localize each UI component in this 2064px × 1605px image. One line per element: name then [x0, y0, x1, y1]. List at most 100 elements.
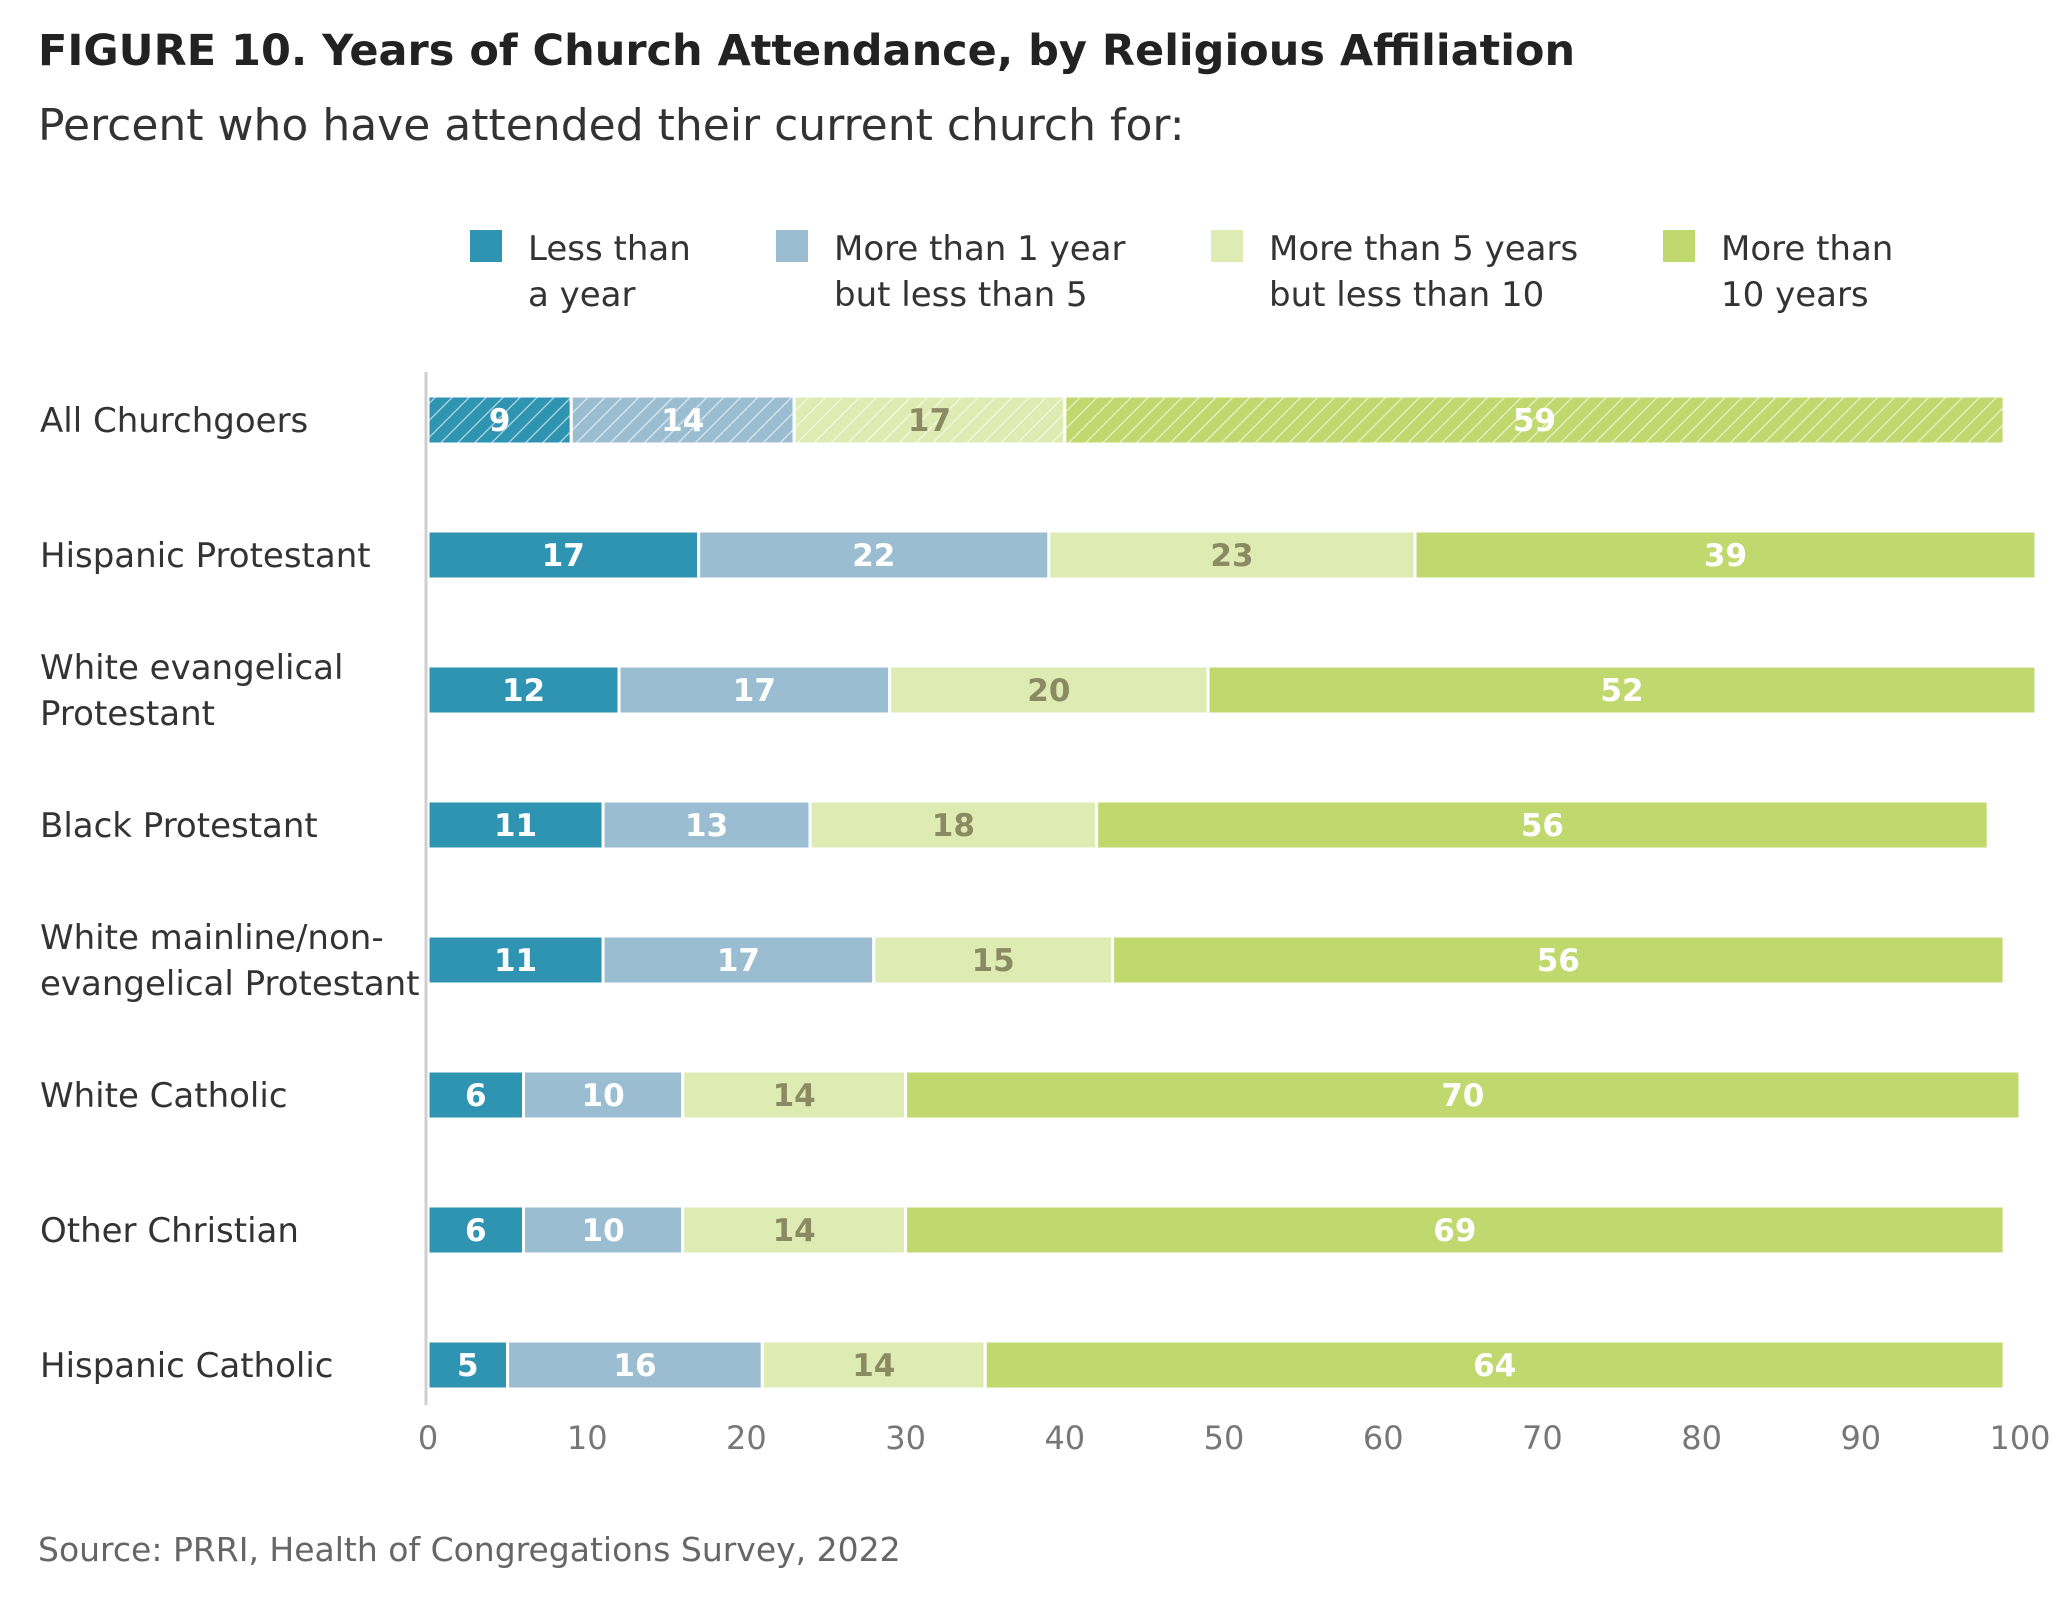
- source-note: Source: PRRI, Health of Congregations Su…: [38, 1530, 901, 1569]
- data-label: 69: [1433, 1213, 1476, 1249]
- data-label: 17: [717, 943, 760, 979]
- bar-segment: [426, 1204, 526, 1256]
- bar-segment: [697, 529, 1051, 581]
- bar-segment: [904, 1204, 2006, 1256]
- bar-row: 11 17 15 56: [426, 934, 2006, 986]
- x-tick-label: 70: [1522, 1419, 1563, 1457]
- chart-title: FIGURE 10. Years of Church Attendance, b…: [38, 26, 1576, 76]
- bar-segment: [1095, 799, 1990, 851]
- bar-row: 6 10 14 69: [426, 1204, 2006, 1256]
- category-label: Hispanic Protestant: [40, 536, 371, 576]
- data-label: 11: [494, 943, 537, 979]
- data-label: 52: [1600, 673, 1643, 709]
- bar-segment: [760, 1339, 987, 1391]
- legend-swatch: [470, 230, 502, 262]
- bar-hatch: [571, 396, 795, 444]
- data-label: 15: [972, 943, 1015, 979]
- bar-segment: [872, 934, 1115, 986]
- data-label: 10: [582, 1213, 625, 1249]
- bar-segment: [617, 664, 892, 716]
- data-label: 6: [465, 1078, 487, 1114]
- legend-swatch: [1211, 230, 1243, 262]
- bar-segment: [983, 1339, 2006, 1391]
- bar-hatch: [428, 396, 572, 444]
- data-label: 13: [685, 808, 728, 844]
- bar-segment: [601, 934, 876, 986]
- bar-segment: [808, 799, 1099, 851]
- x-tick-label: 10: [567, 1419, 608, 1457]
- legend-item: More than 5 years but less than 10: [1211, 229, 1578, 315]
- bar-hatch: [1064, 396, 2005, 444]
- category-label: Other Christian: [40, 1211, 299, 1251]
- data-label: 23: [1210, 538, 1253, 574]
- bar-segment: [522, 1204, 685, 1256]
- x-tick-label: 90: [1840, 1419, 1881, 1457]
- x-tick-label: 20: [726, 1419, 767, 1457]
- data-label: 20: [1027, 673, 1070, 709]
- bar-segment: [1413, 529, 2038, 581]
- category-label: Hispanic Catholic: [40, 1346, 333, 1386]
- bar-segment: [426, 1339, 510, 1391]
- bar-segment: [1206, 664, 2038, 716]
- bar-segment: [1111, 934, 2006, 986]
- data-label: 39: [1704, 538, 1747, 574]
- x-tick-label: 0: [418, 1419, 438, 1457]
- data-label: 59: [1513, 403, 1556, 439]
- x-tick-label: 50: [1204, 1419, 1245, 1457]
- x-tick-label: 100: [1989, 1419, 2050, 1457]
- data-label: 56: [1521, 808, 1564, 844]
- data-label: 14: [661, 403, 704, 439]
- data-label: 14: [852, 1348, 895, 1384]
- bar-segment: [904, 1069, 2022, 1121]
- data-label: 17: [908, 403, 951, 439]
- category-label: Black Protestant: [40, 806, 318, 846]
- legend-item: More than 10 years: [1663, 229, 1893, 315]
- bar-row: 12 17 20 52: [426, 664, 2038, 716]
- category-label: White Catholic: [40, 1076, 288, 1116]
- bar-row: 5 16 14 64: [426, 1339, 2006, 1391]
- data-label: 22: [852, 538, 895, 574]
- data-label: 64: [1473, 1348, 1516, 1384]
- data-label: 18: [932, 808, 975, 844]
- legend-label: More than 1 year but less than 5: [834, 229, 1125, 315]
- legend-swatch: [776, 230, 808, 262]
- x-tick-label: 30: [885, 1419, 926, 1457]
- bar-segment: [681, 1069, 908, 1121]
- legend-label: More than 10 years: [1721, 229, 1893, 315]
- chart-subtitle: Percent who have attended their current …: [38, 100, 1185, 151]
- legend: Less than a year More than 1 year but less …: [470, 229, 1893, 315]
- bar-row: 9 14 17 59: [426, 394, 2006, 446]
- data-label: 12: [502, 673, 545, 709]
- bar-segment: [426, 799, 605, 851]
- data-label: 10: [582, 1078, 625, 1114]
- x-tick-label: 80: [1681, 1419, 1722, 1457]
- data-label: 14: [773, 1078, 816, 1114]
- category-label: All Churchgoers: [40, 401, 308, 441]
- x-tick-label: 40: [1044, 1419, 1085, 1457]
- data-label: 16: [613, 1348, 656, 1384]
- data-label: 5: [457, 1348, 479, 1384]
- bar-segment: [681, 1204, 908, 1256]
- data-label: 56: [1537, 943, 1580, 979]
- x-tick-label: 60: [1363, 1419, 1404, 1457]
- data-label: 11: [494, 808, 537, 844]
- category-label: White evangelical Protestant: [40, 648, 343, 734]
- data-label: 14: [773, 1213, 816, 1249]
- legend-item: Less than a year: [470, 229, 691, 315]
- data-label: 70: [1441, 1078, 1484, 1114]
- legend-label: Less than a year: [528, 229, 691, 315]
- data-label: 9: [489, 403, 511, 439]
- bar-row: 17 22 23 39: [426, 529, 2038, 581]
- data-label: 17: [542, 538, 585, 574]
- bar-row: 11 13 18 56: [426, 799, 1990, 851]
- x-axis: 0 10 20 30 40 50 60 70 80 90 100: [418, 1419, 2051, 1457]
- category-label: White mainline/non-evangelical Protestan…: [40, 918, 420, 1004]
- data-label: 17: [733, 673, 776, 709]
- legend-label: More than 5 years but less than 10: [1269, 229, 1578, 315]
- bar-row: 6 10 14 70: [426, 1069, 2022, 1121]
- category-labels: All Churchgoers Hispanic Protestant White …: [40, 401, 420, 1386]
- legend-item: More than 1 year but less than 5: [776, 229, 1125, 315]
- bar-hatch: [794, 396, 1065, 444]
